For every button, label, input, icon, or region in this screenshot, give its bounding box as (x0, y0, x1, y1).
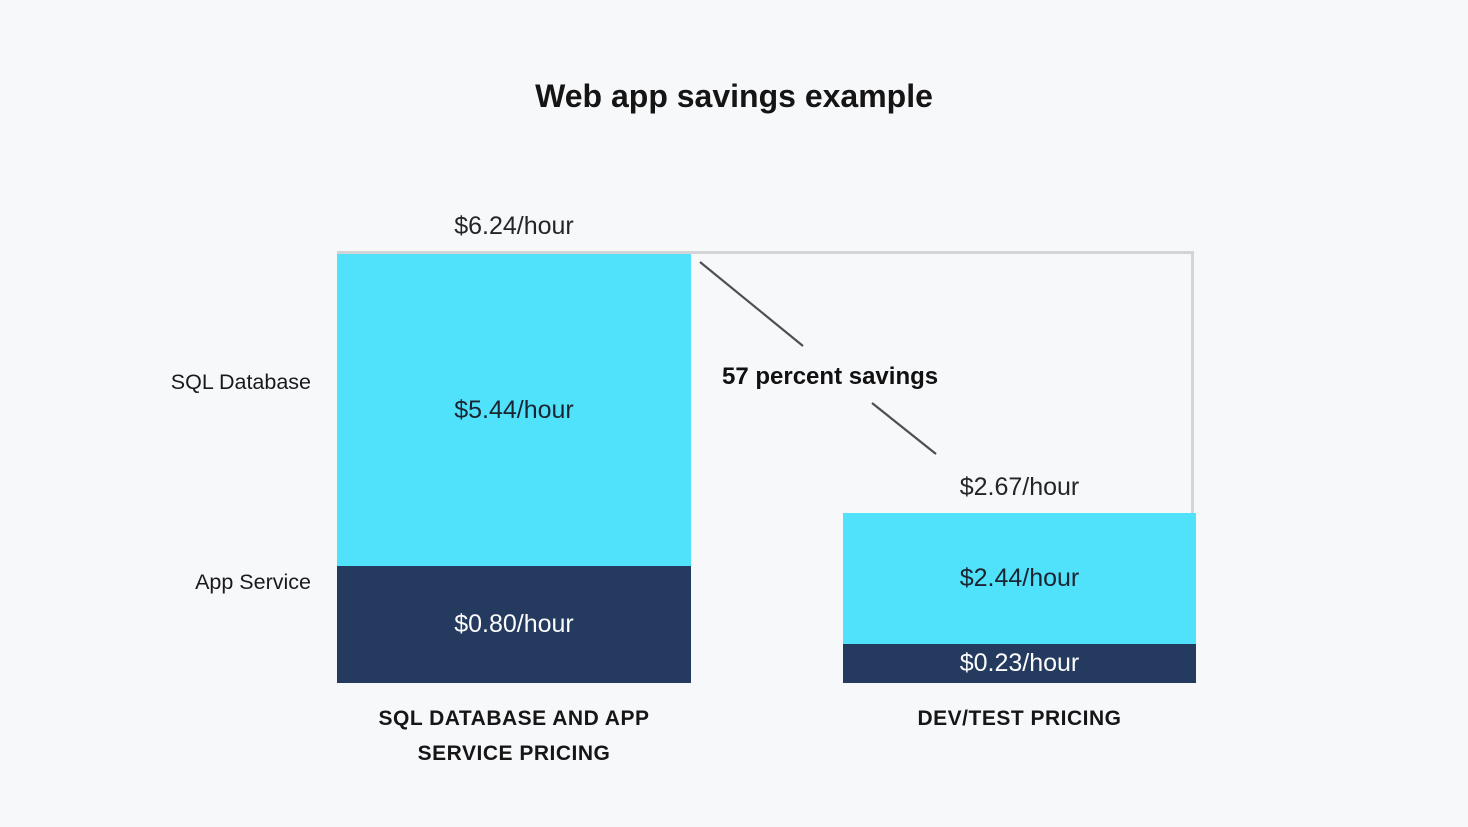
reference-outline (337, 251, 1194, 683)
bar-devtest-pricing: $2.44/hour $0.23/hour (843, 513, 1196, 683)
bar-sql-app-pricing: $5.44/hour $0.80/hour (337, 254, 691, 683)
side-label-app-service: App Service (195, 570, 311, 594)
bar-segment-sql-database-left: $5.44/hour (337, 254, 691, 566)
category-label-left-line2: SERVICE PRICING (417, 742, 611, 765)
bar-segment-app-service-right: $0.23/hour (843, 644, 1196, 683)
segment-value-label: $0.80/hour (454, 610, 574, 638)
side-label-sql-database: SQL Database (170, 370, 311, 394)
segment-value-label: $2.44/hour (959, 564, 1080, 592)
chart-title: Web app savings example (535, 78, 933, 114)
segment-value-label: $5.44/hour (454, 395, 574, 424)
category-label-left: SQL DATABASE AND APP SERVICE PRICING (287, 701, 741, 771)
segment-value-label: $0.23/hour (959, 649, 1080, 677)
bar-segment-app-service-left: $0.80/hour (337, 566, 691, 683)
category-label-right: DEV/TEST PRICING (917, 707, 1122, 730)
total-label-left: $6.24/hour (454, 212, 574, 240)
savings-annotation: 57 percent savings (722, 363, 939, 390)
category-label-left-line1: SQL DATABASE AND APP (378, 707, 650, 730)
bar-segment-sql-database-right: $2.44/hour (843, 513, 1196, 644)
total-label-right: $2.67/hour (959, 473, 1080, 501)
